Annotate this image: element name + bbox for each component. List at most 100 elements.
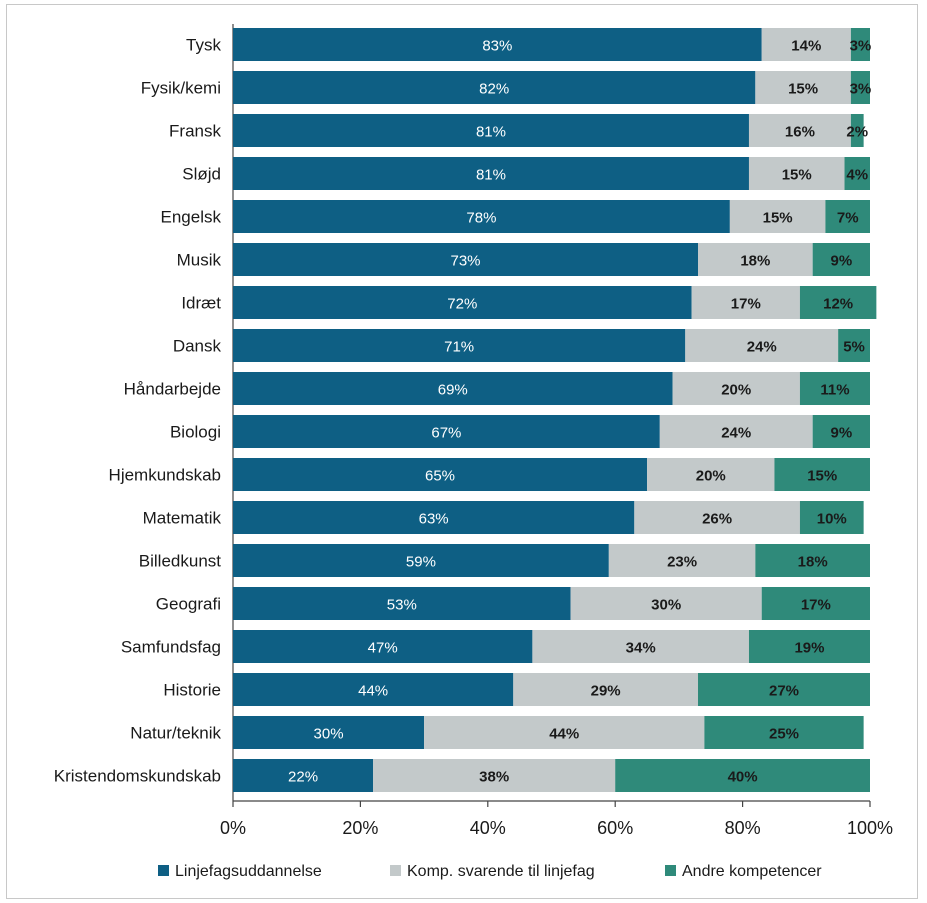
- data-label: 23%: [667, 554, 697, 571]
- x-tick-label: 80%: [725, 818, 761, 838]
- category-label: Idræt: [181, 294, 221, 313]
- category-label: Fransk: [169, 122, 221, 141]
- bar-segment: [729, 200, 826, 233]
- bar-segment: [233, 114, 749, 147]
- category-label: Historie: [163, 681, 221, 700]
- bar-segment: [513, 673, 699, 706]
- bar-segment: [698, 673, 870, 706]
- bar-segment: [233, 587, 571, 620]
- data-label: 81%: [476, 124, 506, 141]
- data-label: 4%: [846, 167, 868, 184]
- category-label: Tysk: [186, 36, 221, 55]
- data-label: 69%: [438, 382, 468, 399]
- bar-segment: [755, 71, 851, 104]
- data-label: 81%: [476, 167, 506, 184]
- legend-label: Komp. svarende til linjefag: [407, 863, 595, 880]
- bar-segment: [844, 157, 870, 190]
- bar-segment: [647, 458, 775, 491]
- bar-segment: [672, 372, 800, 405]
- bar-segment: [812, 243, 870, 276]
- data-label: 63%: [419, 511, 449, 528]
- legend-label: Linjefagsuddannelse: [175, 863, 322, 880]
- bar-segment: [755, 544, 870, 577]
- data-label: 3%: [850, 38, 872, 55]
- bar-segment: [748, 114, 851, 147]
- data-label: 9%: [830, 253, 852, 270]
- data-label: 38%: [479, 769, 509, 786]
- data-label: 7%: [837, 210, 859, 227]
- data-label: 83%: [482, 38, 512, 55]
- data-label: 15%: [763, 210, 793, 227]
- bar-segment: [659, 415, 813, 448]
- data-label: 29%: [591, 683, 621, 700]
- category-label: Geografi: [156, 595, 221, 614]
- data-label: 26%: [702, 511, 732, 528]
- bar-segment: [424, 716, 705, 749]
- category-label: Biologi: [170, 423, 221, 442]
- bar-segment: [233, 243, 699, 276]
- data-label: 15%: [807, 468, 837, 485]
- data-label: 16%: [785, 124, 815, 141]
- bar-segment: [233, 716, 425, 749]
- bar-segment: [704, 716, 864, 749]
- category-label: Håndarbejde: [124, 380, 221, 399]
- bar-segment: [615, 759, 870, 792]
- data-label: 34%: [626, 640, 656, 657]
- data-label: 22%: [288, 769, 318, 786]
- category-label: Natur/teknik: [130, 724, 221, 743]
- bar-segment: [233, 329, 686, 362]
- data-label: 17%: [801, 597, 831, 614]
- bar-segment: [825, 200, 870, 233]
- bar-segment: [233, 458, 648, 491]
- data-label: 18%: [740, 253, 770, 270]
- data-label: 24%: [721, 425, 751, 442]
- category-label: Billedkunst: [139, 552, 221, 571]
- bar-segment: [233, 415, 660, 448]
- bar-segment: [748, 157, 845, 190]
- data-label: 10%: [817, 511, 847, 528]
- x-tick-label: 100%: [847, 818, 893, 838]
- bar-segment: [761, 587, 870, 620]
- bar-segment: [233, 157, 749, 190]
- legend-label: Andre kompetencer: [682, 863, 822, 880]
- x-tick-label: 20%: [342, 818, 378, 838]
- data-label: 15%: [782, 167, 812, 184]
- data-label: 9%: [830, 425, 852, 442]
- bar-segment: [812, 415, 870, 448]
- data-label: 40%: [728, 769, 758, 786]
- bar-segment: [233, 200, 730, 233]
- data-label: 15%: [788, 81, 818, 98]
- category-label: Kristendomskundskab: [54, 767, 221, 786]
- data-label: 2%: [846, 124, 868, 141]
- data-label: 73%: [450, 253, 480, 270]
- legend-swatch: [390, 865, 401, 876]
- data-label: 20%: [721, 382, 751, 399]
- bar-segment: [685, 329, 839, 362]
- chart-frame: [6, 4, 918, 899]
- bar-segment: [748, 630, 870, 663]
- bar-segment: [233, 372, 673, 405]
- bar-segment: [373, 759, 616, 792]
- bar-segment: [233, 759, 374, 792]
- bar-segment: [838, 329, 870, 362]
- bar-segment: [799, 372, 870, 405]
- x-tick-label: 40%: [470, 818, 506, 838]
- bar-segment: [233, 630, 533, 663]
- data-label: 30%: [651, 597, 681, 614]
- x-tick-label: 0%: [220, 818, 246, 838]
- data-label: 47%: [368, 640, 398, 657]
- data-label: 72%: [447, 296, 477, 313]
- bar-segment: [608, 544, 756, 577]
- data-label: 67%: [431, 425, 461, 442]
- category-label: Fysik/kemi: [141, 79, 221, 98]
- bar-segment: [532, 630, 749, 663]
- data-label: 44%: [549, 726, 579, 743]
- data-label: 11%: [820, 382, 849, 399]
- data-label: 25%: [769, 726, 799, 743]
- bar-segment: [233, 71, 756, 104]
- bar-segment: [799, 501, 864, 534]
- data-label: 18%: [798, 554, 828, 571]
- bar-segment: [850, 28, 870, 61]
- data-label: 82%: [479, 81, 509, 98]
